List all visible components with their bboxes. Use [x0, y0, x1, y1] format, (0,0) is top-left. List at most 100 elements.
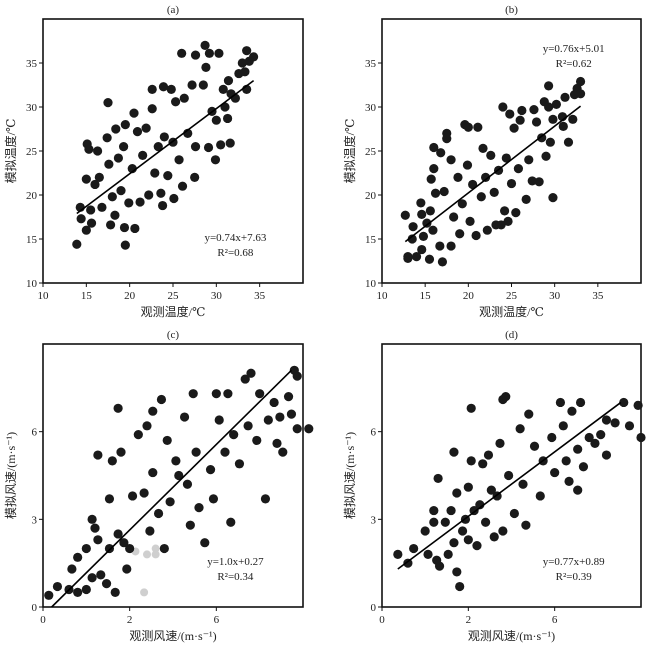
data-point	[90, 523, 100, 533]
x-axis-label: 观测温度/℃	[141, 304, 206, 319]
faded-data-point	[140, 588, 149, 597]
data-point	[129, 108, 139, 118]
data-point	[509, 508, 519, 519]
x-tick-label: 6	[214, 614, 220, 626]
data-point	[135, 197, 145, 207]
data-point	[252, 435, 262, 446]
data-point	[223, 76, 234, 86]
data-point	[255, 389, 265, 399]
data-point	[116, 447, 126, 457]
data-point	[90, 179, 100, 190]
data-point	[174, 155, 184, 165]
faded-data-point	[143, 550, 151, 559]
data-point	[144, 190, 154, 200]
data-point	[101, 579, 112, 589]
data-point	[442, 134, 452, 144]
r-squared-label: R²=0.62	[556, 58, 592, 70]
data-point	[428, 225, 438, 235]
data-point	[584, 432, 594, 443]
data-point	[439, 186, 449, 197]
data-point	[198, 80, 208, 90]
data-point	[468, 179, 478, 190]
data-point	[76, 214, 86, 224]
data-point	[107, 456, 117, 466]
data-point	[518, 479, 528, 489]
data-point	[52, 581, 63, 592]
data-point	[601, 415, 612, 425]
y-tick-label: 35	[26, 58, 38, 70]
data-point	[498, 526, 508, 536]
data-point	[200, 538, 210, 548]
y-tick-label: 25	[26, 146, 38, 158]
data-point	[304, 424, 314, 434]
data-point	[174, 470, 184, 481]
data-point	[94, 172, 104, 182]
data-point	[417, 244, 427, 255]
data-point	[407, 234, 417, 244]
data-point	[443, 549, 453, 560]
data-point	[511, 208, 521, 218]
y-tick-label: 3	[371, 514, 377, 526]
data-point	[524, 409, 534, 419]
data-point	[179, 412, 190, 422]
y-tick-label: 10	[26, 278, 38, 290]
data-point	[435, 241, 445, 251]
data-point	[190, 172, 200, 182]
data-point	[568, 114, 578, 124]
data-point	[513, 164, 524, 174]
data-point	[489, 532, 499, 542]
data-point	[132, 127, 143, 137]
y-tick-label: 20	[365, 190, 377, 202]
data-point	[403, 558, 413, 568]
data-point	[417, 209, 427, 219]
y-axis-label: 模拟风速/(m·s⁻¹)	[4, 432, 18, 519]
regression-equation: y=1.0x+0.27	[207, 556, 264, 568]
panel-c: (c) 0 2 6 0 3 6 观测风速/(m·s⁻¹) 模拟风速/(m·s⁻¹) y=1.0x+…	[4, 329, 314, 643]
data-point	[86, 218, 97, 228]
data-point	[67, 564, 77, 574]
data-point	[190, 50, 201, 60]
data-point	[97, 202, 107, 212]
data-point	[171, 456, 181, 466]
data-point	[573, 444, 583, 454]
data-point	[446, 155, 456, 165]
data-point	[120, 240, 130, 250]
y-tick-label: 10	[365, 278, 377, 290]
x-tick-label: 20	[124, 290, 136, 302]
data-point	[153, 142, 163, 152]
data-point	[156, 394, 167, 405]
r-squared-label: R²=0.68	[217, 247, 254, 259]
data-point	[169, 193, 179, 204]
data-point	[272, 438, 282, 448]
data-point	[515, 424, 525, 434]
data-point	[278, 447, 288, 457]
data-point	[425, 206, 435, 216]
data-point	[449, 447, 459, 457]
y-tick-label: 30	[26, 102, 38, 114]
y-tick-label: 3	[32, 514, 38, 526]
data-point	[506, 178, 517, 189]
data-point	[575, 76, 586, 87]
data-point	[411, 252, 422, 262]
data-point	[113, 529, 123, 539]
data-point	[529, 105, 539, 115]
data-point	[446, 241, 456, 251]
data-point	[260, 494, 271, 504]
data-point	[505, 109, 515, 119]
y-tick-label: 25	[365, 146, 377, 158]
data-point	[436, 148, 446, 158]
data-point	[214, 48, 224, 58]
data-point	[218, 84, 228, 94]
data-point	[203, 142, 214, 153]
regression-equation: y=0.77x+0.89	[543, 556, 605, 568]
data-point	[501, 153, 511, 163]
data-point	[81, 174, 91, 184]
data-point	[434, 561, 445, 571]
data-point	[223, 113, 233, 124]
data-point	[465, 216, 475, 226]
data-point	[400, 210, 410, 220]
data-point	[73, 552, 83, 562]
faded-data-point	[151, 544, 160, 553]
data-point	[449, 212, 459, 222]
data-point	[455, 581, 465, 592]
